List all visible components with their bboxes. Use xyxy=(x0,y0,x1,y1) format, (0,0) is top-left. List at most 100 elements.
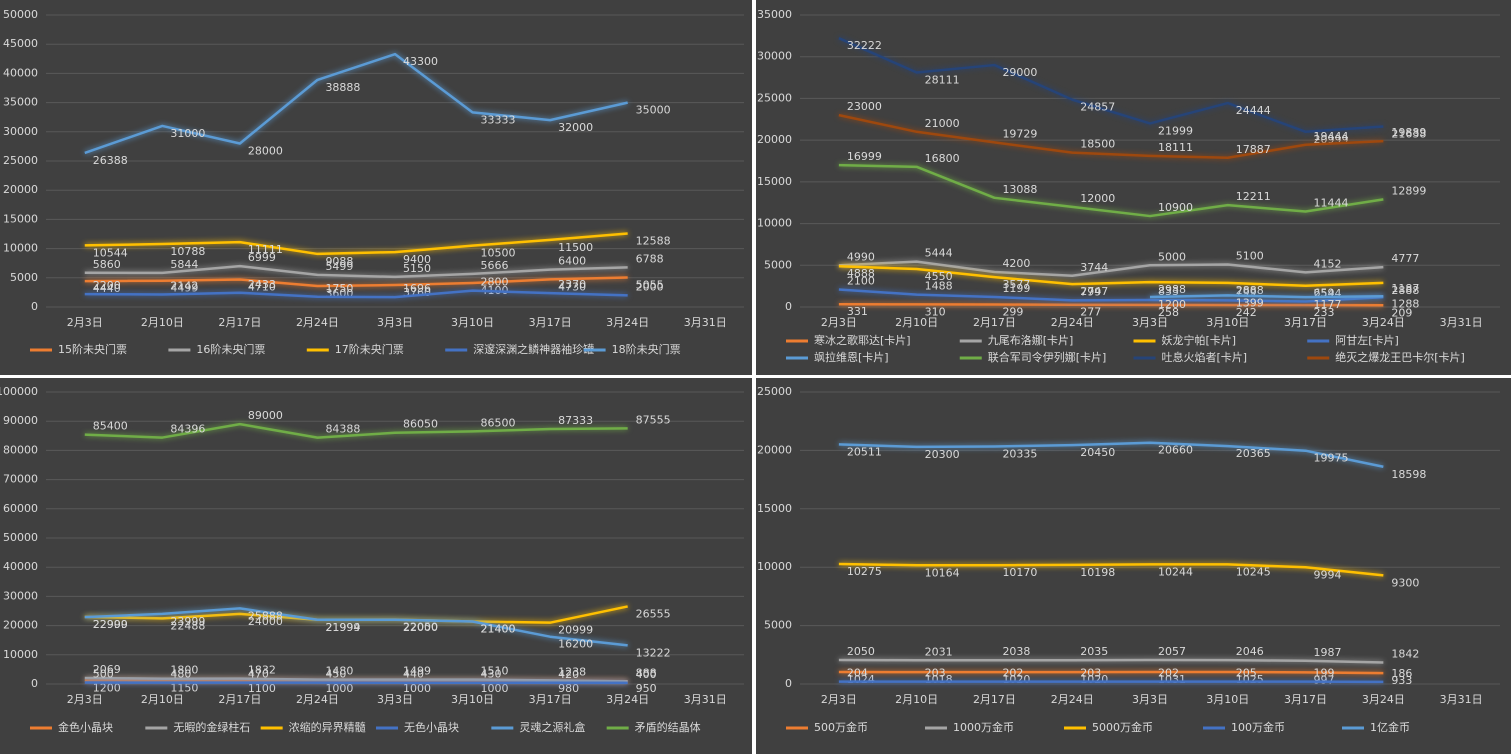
data-label: 4730 xyxy=(558,280,586,293)
legend-label: 1亿金币 xyxy=(1370,720,1410,734)
legend-label: 16阶未央门票 xyxy=(196,342,265,356)
series-line xyxy=(84,276,628,288)
series-line xyxy=(84,607,628,647)
data-label: 4440 xyxy=(93,282,121,295)
data-label: 13222 xyxy=(636,646,671,659)
x-tick-label: 2月24日 xyxy=(1051,693,1094,706)
data-label: 10544 xyxy=(93,246,128,259)
y-tick-label: 40000 xyxy=(3,66,38,79)
data-label: 2038 xyxy=(1002,645,1030,658)
data-label: 1150 xyxy=(170,682,198,695)
data-label: 199 xyxy=(1314,667,1335,680)
data-label: 203 xyxy=(925,667,946,680)
data-label: 1750 xyxy=(325,282,353,295)
data-label: 933 xyxy=(1391,674,1412,687)
series-line xyxy=(84,676,628,683)
legend-label: 金色小晶块 xyxy=(58,720,113,734)
data-label: 1842 xyxy=(1391,647,1419,660)
data-label: 11111 xyxy=(248,243,283,256)
x-tick-label: 2月24日 xyxy=(1051,316,1094,329)
data-label: 22000 xyxy=(403,621,438,634)
y-tick-label: 20000 xyxy=(757,443,792,456)
data-label: 12000 xyxy=(1080,192,1115,205)
data-label: 6788 xyxy=(636,252,664,265)
data-label: 21999 xyxy=(325,621,360,634)
data-label: 12588 xyxy=(636,234,671,247)
data-label: 5055 xyxy=(636,278,664,291)
y-tick-label: 25000 xyxy=(757,385,792,398)
series-line xyxy=(838,264,1384,288)
data-label: 10275 xyxy=(847,565,882,578)
data-label: 450 xyxy=(325,668,346,681)
series-line xyxy=(838,302,1384,307)
y-tick-label: 5000 xyxy=(764,258,792,271)
data-label: 87555 xyxy=(636,413,671,426)
x-tick-label: 2月17日 xyxy=(218,316,261,329)
panel xyxy=(756,0,1511,375)
y-tick-label: 5000 xyxy=(764,619,792,632)
x-tick-label: 2月10日 xyxy=(141,693,184,706)
legend-label: 妖龙宁帕[卡片] xyxy=(1162,333,1237,347)
data-label: 2747 xyxy=(1080,285,1108,298)
data-label: 4710 xyxy=(248,280,276,293)
data-label: 242 xyxy=(1236,306,1257,319)
data-label: 277 xyxy=(1080,306,1101,319)
data-label: 20450 xyxy=(1080,446,1115,459)
data-label: 2100 xyxy=(847,274,875,287)
data-label: 1177 xyxy=(1314,298,1342,311)
data-label: 5444 xyxy=(925,247,953,260)
data-label: 1510 xyxy=(481,665,509,678)
series-line xyxy=(838,260,1384,278)
data-label: 85400 xyxy=(93,420,128,433)
data-label: 10245 xyxy=(1236,565,1271,578)
data-label: 10170 xyxy=(1002,566,1037,579)
data-label: 2000 xyxy=(636,280,664,293)
series-line xyxy=(838,670,1384,675)
data-label: 6400 xyxy=(558,255,586,268)
data-label: 2370 xyxy=(558,278,586,291)
y-tick-label: 20000 xyxy=(3,619,38,632)
legend-label: 九尾布洛娜[卡片] xyxy=(988,333,1074,347)
data-label: 4777 xyxy=(1391,252,1419,265)
y-tick-label: 25000 xyxy=(3,154,38,167)
data-label: 1288 xyxy=(1391,297,1419,310)
data-label: 4200 xyxy=(1002,257,1030,270)
legend-label: 阿甘左[卡片] xyxy=(1335,334,1399,347)
data-label: 21994 xyxy=(325,621,360,634)
data-label: 2142 xyxy=(170,279,198,292)
data-label: 18111 xyxy=(1158,141,1193,154)
x-tick-label: 3月3日 xyxy=(1132,693,1168,706)
data-label: 9994 xyxy=(1314,568,1342,581)
data-label: 22900 xyxy=(93,618,128,631)
y-tick-label: 50000 xyxy=(3,8,38,21)
series-line xyxy=(838,658,1384,664)
data-label: 420 xyxy=(558,668,579,681)
data-label: 204 xyxy=(847,667,868,680)
y-tick-label: 35000 xyxy=(3,96,38,109)
data-label: 233 xyxy=(1314,306,1335,319)
data-label: 18500 xyxy=(1080,138,1115,151)
data-label: 299 xyxy=(1002,306,1023,319)
x-tick-label: 3月3日 xyxy=(377,316,413,329)
data-label: 2888 xyxy=(1391,284,1419,297)
x-tick-label: 2月24日 xyxy=(296,693,339,706)
x-tick-label: 3月3日 xyxy=(1132,316,1168,329)
y-tick-label: 0 xyxy=(31,300,38,313)
data-label: 12899 xyxy=(1391,184,1426,197)
x-tick-label: 3月24日 xyxy=(606,693,649,706)
data-label: 22050 xyxy=(403,621,438,634)
data-label: 1800 xyxy=(170,664,198,677)
data-label: 20999 xyxy=(558,624,593,637)
data-label: 5844 xyxy=(170,258,198,271)
data-label: 23000 xyxy=(847,100,882,113)
data-label: 2031 xyxy=(925,645,953,658)
data-label: 28111 xyxy=(925,73,960,86)
x-tick-label: 3月10日 xyxy=(1206,693,1249,706)
x-tick-label: 2月3日 xyxy=(67,693,103,706)
data-label: 9088 xyxy=(325,255,353,268)
data-label: 43300 xyxy=(403,55,438,68)
data-label: 2988 xyxy=(1158,283,1186,296)
data-label: 87333 xyxy=(558,414,593,427)
data-label: 1199 xyxy=(1002,282,1030,295)
data-label: 202 xyxy=(1158,667,1179,680)
